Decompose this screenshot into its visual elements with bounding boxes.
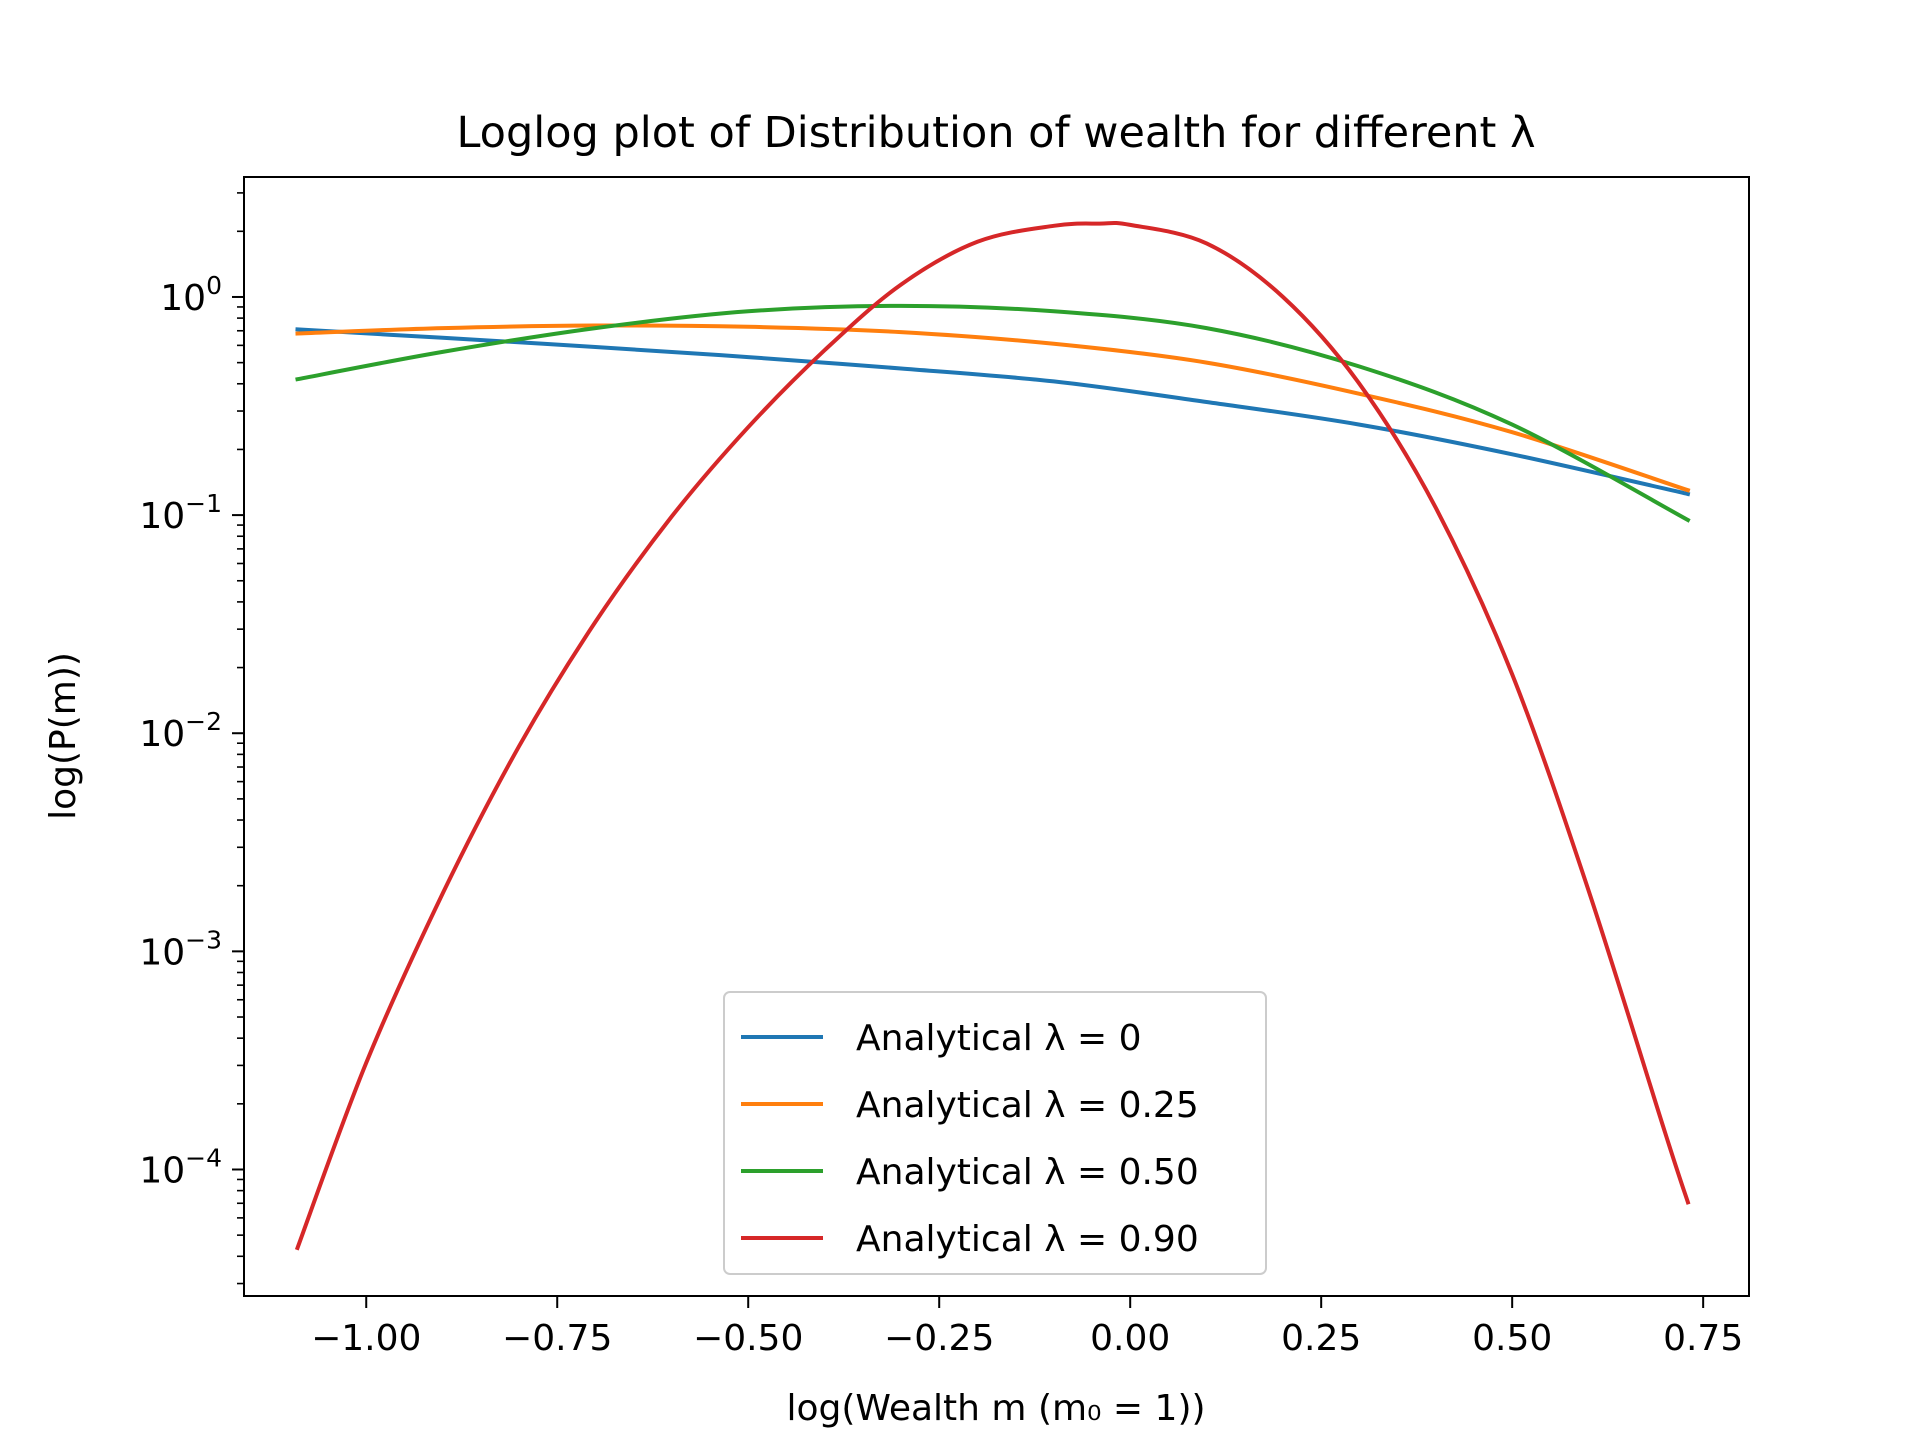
chart-title: Loglog plot of Distribution of wealth fo… — [456, 108, 1535, 158]
legend-label-1: Analytical λ = 0.25 — [856, 1085, 1199, 1126]
series-line-2 — [295, 303, 1691, 523]
legend-label-3: Analytical λ = 0.90 — [856, 1219, 1199, 1260]
y-axis-label: log(P(m)) — [43, 652, 84, 820]
y-tick-label: 10−1 — [139, 489, 222, 537]
x-tick-label: 0.00 — [1090, 1318, 1170, 1359]
series-line-0 — [295, 327, 1691, 497]
x-tick-label: 0.75 — [1663, 1318, 1743, 1359]
x-tick-label: −0.75 — [502, 1318, 612, 1359]
plot-frame — [243, 176, 1750, 1297]
x-tick-label: −0.50 — [693, 1318, 803, 1359]
y-tick-label: 10−4 — [139, 1143, 222, 1191]
x-tick-label: −0.25 — [884, 1318, 994, 1359]
x-tick-label: 0.25 — [1281, 1318, 1361, 1359]
legend-label-0: Analytical λ = 0 — [856, 1018, 1142, 1059]
y-tick-label: 100 — [160, 271, 222, 319]
x-axis-ticks: −1.00 −0.75 −0.50 −0.25 0.00 0.25 0.50 0.75 — [311, 1296, 1743, 1359]
x-axis-label: log(Wealth m (m₀ = 1)) — [786, 1388, 1205, 1429]
x-tick-label: 0.50 — [1472, 1318, 1552, 1359]
series-line-3 — [294, 220, 1691, 1251]
series-line-1 — [295, 323, 1691, 493]
y-tick-label: 10−2 — [139, 707, 222, 755]
y-tick-label: 10−3 — [139, 925, 222, 973]
legend: Analytical λ = 0 Analytical λ = 0.25 Analy… — [723, 991, 1267, 1275]
legend-box — [723, 991, 1267, 1275]
plot-lines — [294, 220, 1691, 1251]
legend-label-2: Analytical λ = 0.50 — [856, 1152, 1199, 1193]
x-tick-label: −1.00 — [311, 1318, 421, 1359]
y-axis-ticks: 100 10−1 10−2 10−3 10−4 — [139, 192, 244, 1285]
